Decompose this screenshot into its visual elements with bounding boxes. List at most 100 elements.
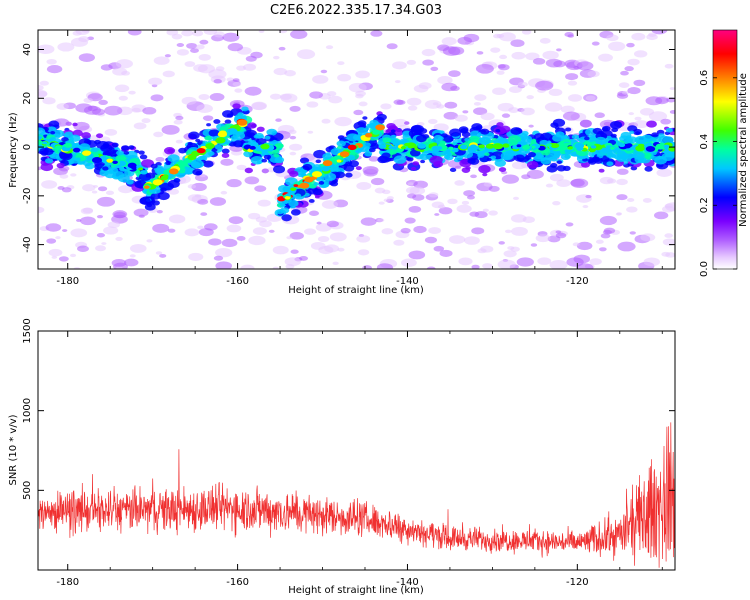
heatmap-cell [498,64,510,71]
heatmap-cell [464,138,470,142]
heatmap-cell [123,150,130,155]
heatmap-cell [146,203,153,208]
heatmap-cell [362,116,368,120]
heatmap-cell [537,257,552,265]
heatmap-cell [114,84,130,93]
heatmap-cell [457,36,473,45]
heatmap-cell [471,264,480,269]
heatmap-cell [309,210,320,216]
heatmap-cell [549,173,564,182]
colorbar-tick-label: 0.6 [699,70,710,86]
heatmap-cell [150,193,161,200]
heatmap-cell [289,135,297,140]
heatmap-cell [550,142,560,149]
heatmap-cell [528,124,534,128]
heatmap-cell [318,181,325,185]
heatmap-cell [407,193,417,199]
heatmap-cell [310,242,326,250]
heatmap-cell [38,135,43,141]
heatmap-cell [321,165,331,172]
heatmap-cell [162,70,175,78]
heatmap-cell [392,118,408,127]
heatmap-cell [190,48,199,54]
heatmap-cell [152,223,170,233]
heatmap-cell [70,253,77,258]
heatmap-cell [499,125,511,133]
heatmap-cell [404,142,410,147]
heatmap-cell [627,87,641,95]
heatmap-cell [567,94,583,102]
heatmap-cell [101,242,107,245]
heatmap-cell [129,254,136,258]
heatmap-cell [289,143,303,151]
heatmap-cell [460,128,469,134]
heatmap-cell [206,123,211,127]
heatmap-cell [511,51,526,60]
heatmap-cell [587,70,600,78]
heatmap-cell [616,178,628,186]
heatmap-cell [598,53,613,62]
snr-series-line [38,422,675,568]
heatmap-cell [181,30,194,37]
heatmap-cell [556,160,563,164]
heatmap-cell [544,102,563,112]
heatmap-cell [46,64,63,74]
heatmap-cell [123,258,139,267]
heatmap-cell [213,31,225,38]
heatmap-cell [433,245,445,252]
heatmap-cell [650,135,662,143]
heatmap-cell [286,236,293,240]
heatmap-cell [173,119,183,125]
heatmap-cell [628,112,635,116]
heatmap-cell [95,245,106,252]
heatmap-cell [38,89,48,99]
heatmap-cell [91,147,99,153]
heatmap-cell [616,154,627,162]
heatmap-cell [589,258,602,266]
heatmap-cell [187,141,193,146]
heatmap-cell [281,214,292,222]
heatmap-cell [290,209,301,216]
heatmap-cell [56,162,65,169]
heatmap-cell [393,155,407,164]
heatmap-cell [92,108,105,116]
heatmap-cell [127,30,142,36]
heatmap-cell [154,167,166,175]
heatmap-cell [272,245,289,255]
heatmap-cell [655,143,666,150]
heatmap-cell [83,97,94,103]
heatmap-cell [571,134,580,140]
y-tick-label: 0 [22,144,33,150]
heatmap-cell [289,105,301,112]
heatmap-cell [250,51,263,59]
y-tick-label: -40 [22,236,33,252]
heatmap-cell [521,30,532,35]
heatmap-cell [562,165,571,171]
heatmap-cell [485,143,495,149]
heatmap-cell [511,161,527,170]
heatmap-cell [153,56,170,65]
heatmap-cell [573,66,580,70]
heatmap-cell [422,59,434,66]
heatmap-cell [488,210,498,216]
heatmap-cell [273,67,288,76]
heatmap-cell [388,148,398,155]
heatmap-cell [355,166,362,171]
y-tick-label: 1000 [22,398,33,423]
heatmap-cell [313,182,319,186]
heatmap-cell [118,185,134,194]
heatmap-cell [191,182,207,192]
heatmap-cell [450,85,460,92]
heatmap-cell [428,192,439,198]
heatmap-cell [324,244,340,253]
heatmap-cell [565,127,572,132]
heatmap-cell [665,127,673,133]
heatmap-cell [497,259,516,269]
heatmap-cell [576,241,593,251]
heatmap-cell [261,158,268,163]
heatmap-cell [627,125,638,132]
heatmap-cell [285,193,291,197]
x-tick-label: -140 [396,276,419,287]
heatmap-cell [576,61,594,71]
heatmap-cell [251,102,267,111]
